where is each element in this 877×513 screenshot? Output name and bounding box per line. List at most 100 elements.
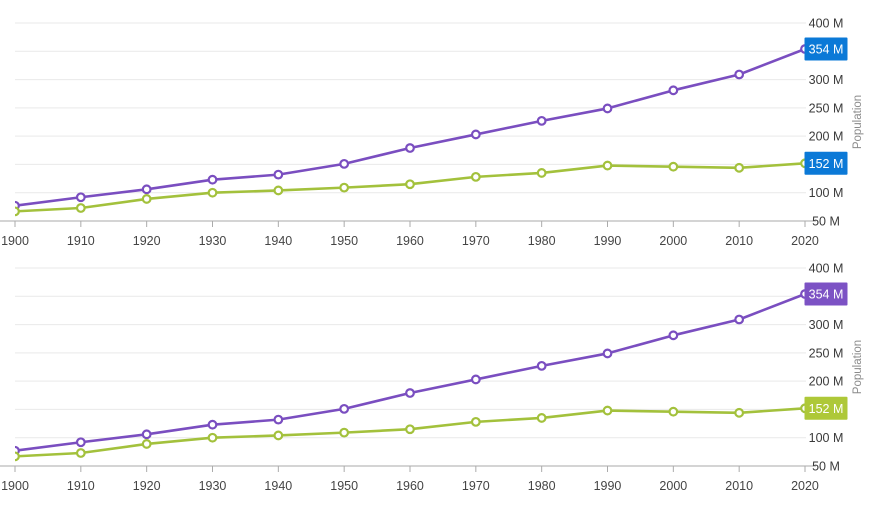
x-tick-label: 1960 [396, 479, 424, 493]
x-tick-label: 1940 [264, 234, 292, 248]
data-point-marker[interactable] [536, 360, 547, 371]
x-tick-label: 1990 [594, 479, 622, 493]
x-tick-label: 1920 [133, 234, 161, 248]
y-tick-label: 300 M [809, 73, 844, 87]
y-tick-label: 100 M [809, 186, 844, 200]
x-tick-label: 1980 [528, 479, 556, 493]
data-point-marker[interactable] [734, 69, 745, 80]
end-value-badge-label: 354 M [809, 43, 844, 57]
data-point-marker[interactable] [75, 192, 86, 203]
x-tick-label: 1970 [462, 234, 490, 248]
data-point-marker[interactable] [668, 330, 679, 341]
data-point-marker[interactable] [207, 432, 218, 443]
data-point-marker[interactable] [141, 184, 152, 195]
data-point-marker[interactable] [602, 103, 613, 114]
x-tick-label: 1950 [330, 479, 358, 493]
data-point-marker[interactable] [273, 430, 284, 441]
x-tick-label: 2010 [725, 234, 753, 248]
data-point-marker[interactable] [668, 161, 679, 172]
data-point-marker[interactable] [273, 169, 284, 180]
data-point-marker[interactable] [273, 185, 284, 196]
data-point-marker[interactable] [470, 129, 481, 140]
end-value-badge-label: 152 M [809, 402, 844, 416]
data-point-marker[interactable] [734, 314, 745, 325]
x-tick-label: 2000 [659, 479, 687, 493]
x-tick-label: 2000 [659, 234, 687, 248]
y-axis-title: Population [852, 95, 864, 149]
data-point-marker[interactable] [536, 413, 547, 423]
data-point-marker[interactable] [734, 407, 745, 418]
data-point-marker[interactable] [207, 187, 218, 198]
y-tick-label: 100 M [809, 431, 844, 445]
data-point-marker[interactable] [405, 179, 415, 190]
y-tick-label: 400 M [809, 17, 844, 31]
end-value-badge [804, 37, 848, 61]
x-tick-label: 1930 [199, 479, 227, 493]
plot-area [11, 44, 810, 217]
data-point-marker[interactable] [207, 419, 218, 430]
x-tick-label: 2010 [725, 479, 753, 493]
x-tick-label: 2020 [791, 479, 819, 493]
chart-top: 1900 1910 1920 1930 1940 1950 1960 1970 1980 1990… [0, 17, 864, 248]
data-point-marker[interactable] [405, 388, 415, 398]
x-tick-label: 1920 [133, 479, 161, 493]
y-tick-label: 200 M [809, 375, 844, 389]
x-tick-label: 1910 [67, 479, 95, 493]
data-point-marker[interactable] [405, 424, 415, 435]
data-point-marker[interactable] [339, 427, 350, 438]
y-tick-label: 250 M [809, 101, 844, 115]
data-point-marker[interactable] [75, 448, 86, 458]
data-point-marker[interactable] [668, 85, 679, 96]
data-point-marker[interactable] [470, 374, 481, 385]
x-tick-label: 1950 [330, 234, 358, 248]
data-point-marker[interactable] [207, 174, 218, 185]
y-tick-label: 400 M [809, 262, 844, 276]
x-tick-label: 2020 [791, 234, 819, 248]
x-tick-label: 1940 [264, 479, 292, 493]
data-point-marker[interactable] [602, 405, 613, 416]
x-tick-label: 1980 [528, 234, 556, 248]
end-value-badge-label: 152 M [809, 157, 844, 171]
x-tick-label: 1960 [396, 234, 424, 248]
data-point-marker[interactable] [11, 451, 20, 462]
data-point-marker[interactable] [273, 414, 284, 425]
data-point-marker[interactable] [470, 416, 481, 427]
y-tick-label: 250 M [809, 346, 844, 360]
data-point-marker[interactable] [405, 143, 415, 153]
y-axis-title: Population [852, 340, 864, 394]
data-point-marker[interactable] [339, 182, 350, 193]
data-point-marker[interactable] [11, 206, 20, 217]
data-point-marker[interactable] [141, 429, 152, 440]
data-point-marker[interactable] [470, 171, 481, 182]
end-value-badge [804, 151, 848, 175]
data-point-marker[interactable] [75, 203, 86, 213]
x-tick-label: 1910 [67, 234, 95, 248]
y-tick-label: 50 M [812, 214, 840, 228]
x-tick-label: 1930 [199, 234, 227, 248]
chart-bottom: 1900 1910 1920 1930 1940 1950 1960 1970 1980 1990… [0, 262, 864, 493]
data-point-marker[interactable] [602, 160, 613, 171]
data-point-marker[interactable] [668, 406, 679, 417]
data-point-marker[interactable] [734, 162, 745, 173]
data-point-marker[interactable] [339, 158, 350, 169]
x-tick-label: 1970 [462, 479, 490, 493]
y-tick-label: 50 M [812, 459, 840, 473]
data-point-marker[interactable] [141, 439, 152, 449]
x-tick-label: 1900 [1, 234, 29, 248]
data-point-marker[interactable] [536, 115, 547, 126]
end-value-badge [804, 282, 848, 306]
x-tick-label: 1990 [594, 234, 622, 248]
data-point-marker[interactable] [536, 168, 547, 178]
y-tick-label: 300 M [809, 318, 844, 332]
data-point-marker[interactable] [602, 348, 613, 359]
data-point-marker[interactable] [75, 437, 86, 448]
plot-area [11, 289, 810, 462]
y-tick-label: 200 M [809, 130, 844, 144]
data-point-marker[interactable] [141, 194, 152, 204]
end-value-badge-label: 354 M [809, 288, 844, 302]
x-tick-label: 1900 [1, 479, 29, 493]
end-value-badge [804, 396, 848, 420]
data-point-marker[interactable] [339, 403, 350, 414]
